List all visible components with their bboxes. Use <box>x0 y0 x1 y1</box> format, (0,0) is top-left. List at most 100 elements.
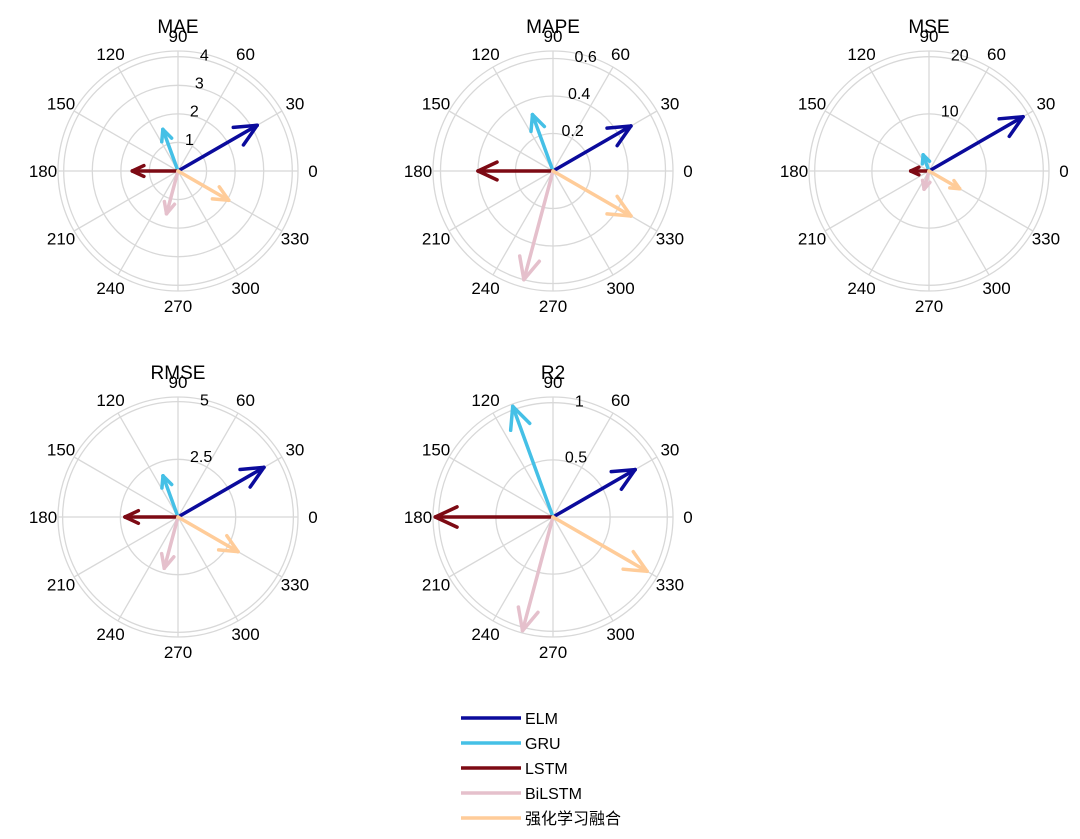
polar-spoke <box>448 110 554 172</box>
polar-panel-r2: 0.5 1 0 30 60 90 120 150 180 210 240 270 300 330 R2 <box>404 363 693 662</box>
radial-tick-label: 3 <box>195 76 204 93</box>
polar-spoke <box>492 412 554 518</box>
angle-tick-label: 300 <box>231 625 259 644</box>
polar-ring <box>57 50 299 292</box>
angle-tick-label: 60 <box>611 391 630 410</box>
polar-panel-mse: 10 20 0 30 60 90 120 150 180 210 240 270 300 330 MSE <box>780 17 1069 316</box>
angle-tick-label: 120 <box>471 45 499 64</box>
angle-tick-label: 270 <box>539 297 567 316</box>
polar-spoke <box>492 516 554 622</box>
angle-tick-label: 30 <box>1036 95 1055 114</box>
arrow-head <box>609 467 637 474</box>
arrow-lstm <box>123 508 180 526</box>
angle-tick-label: 210 <box>47 576 75 595</box>
angle-tick-label: 0 <box>683 162 692 181</box>
panel-title: MAE <box>157 17 198 38</box>
polar-ring <box>814 56 1044 286</box>
radial-tick-label: 5 <box>200 392 209 409</box>
arrow-gru <box>160 127 180 173</box>
angle-tick-label: 150 <box>422 95 450 114</box>
angle-tick-label: 210 <box>47 230 75 249</box>
arrow-lstm <box>476 160 555 182</box>
arrow-elm <box>176 123 259 173</box>
angle-tick-label: 300 <box>982 279 1010 298</box>
arrow-shaft <box>551 515 649 574</box>
arrow-shaft <box>161 474 180 519</box>
arrow-bilstm <box>159 515 180 571</box>
angle-tick-label: 30 <box>285 441 304 460</box>
angle-tick-label: 60 <box>987 45 1006 64</box>
angle-tick-label: 30 <box>285 95 304 114</box>
angle-tick-label: 120 <box>96 391 124 410</box>
polar-spoke <box>73 456 179 518</box>
angle-tick-label: 180 <box>404 162 432 181</box>
arrow-shaft <box>176 465 266 519</box>
arrow-head <box>605 212 633 218</box>
radial-tick-label: 2 <box>190 104 199 121</box>
arrow-head <box>123 508 141 519</box>
angle-tick-label: 330 <box>656 576 684 595</box>
arrow-gru <box>920 153 932 173</box>
arrow-强化学习融合 <box>927 169 962 191</box>
polar-ring <box>432 396 674 638</box>
radial-tick-label: 0.2 <box>562 123 584 140</box>
angle-tick-label: 90 <box>920 27 939 46</box>
radial-tick-label: 0.4 <box>568 86 590 103</box>
arrow-head <box>225 533 240 554</box>
arrow-强化学习融合 <box>176 169 231 203</box>
polar-ring <box>57 396 299 638</box>
polar-spoke <box>177 412 239 518</box>
arrow-head <box>920 153 925 166</box>
arrow-head <box>517 254 526 282</box>
arrow-head <box>216 548 240 554</box>
arrow-shaft <box>176 515 240 554</box>
arrow-head <box>615 194 633 218</box>
legend-item-elm: ELM <box>461 711 558 728</box>
polar-spoke <box>73 170 179 232</box>
arrow-head <box>241 123 259 147</box>
arrow-强化学习融合 <box>551 169 633 218</box>
arrow-shaft <box>522 169 555 282</box>
radial-tick-label: 10 <box>941 104 959 121</box>
arrow-head <box>248 465 266 489</box>
arrow-head <box>210 197 231 203</box>
polar-ring <box>439 57 667 285</box>
polar-ring <box>63 56 293 286</box>
arrow-lstm <box>130 163 180 179</box>
arrow-head <box>476 169 499 182</box>
angle-tick-label: 90 <box>544 373 563 392</box>
panel-title: R2 <box>541 363 565 384</box>
polar-spoke <box>117 412 179 518</box>
arrow-head <box>510 404 532 426</box>
legend-item-强化学习融合: 强化学习融合 <box>461 810 621 828</box>
arrow-head <box>160 474 165 490</box>
angle-tick-label: 180 <box>29 162 57 181</box>
angle-tick-label: 90 <box>169 373 188 392</box>
radial-tick-label: 4 <box>200 47 209 64</box>
polar-ring <box>808 50 1050 292</box>
arrow-head <box>615 124 633 148</box>
polar-spoke <box>928 170 990 276</box>
angle-tick-label: 60 <box>611 45 630 64</box>
radial-tick-label: 0.5 <box>565 450 587 467</box>
angle-tick-label: 150 <box>798 95 826 114</box>
arrow-head <box>162 555 176 571</box>
polar-panel-mape: 0.2 0.4 0.6 0 30 60 90 120 150 180 210 240 270 300 330… <box>404 17 693 316</box>
arrow-shaft <box>162 515 180 571</box>
arrow-head <box>433 505 459 519</box>
angle-tick-label: 90 <box>169 27 188 46</box>
arrow-head <box>130 169 146 179</box>
angle-tick-label: 240 <box>847 279 875 298</box>
polar-ring <box>120 113 236 229</box>
arrow-head <box>476 160 499 173</box>
arrow-shaft <box>551 169 633 218</box>
arrow-head <box>522 259 542 282</box>
panel-title: MSE <box>908 17 949 38</box>
legend-item-gru: GRU <box>461 736 561 753</box>
polar-panel-mae: 1 2 3 4 0 30 60 90 120 150 180 210 240 270 300 330 MAE <box>29 17 318 316</box>
angle-tick-label: 180 <box>29 508 57 527</box>
polar-spoke <box>117 66 179 172</box>
arrow-bilstm <box>920 169 932 191</box>
angle-tick-label: 270 <box>915 297 943 316</box>
radial-tick-label: 0.6 <box>575 49 597 66</box>
